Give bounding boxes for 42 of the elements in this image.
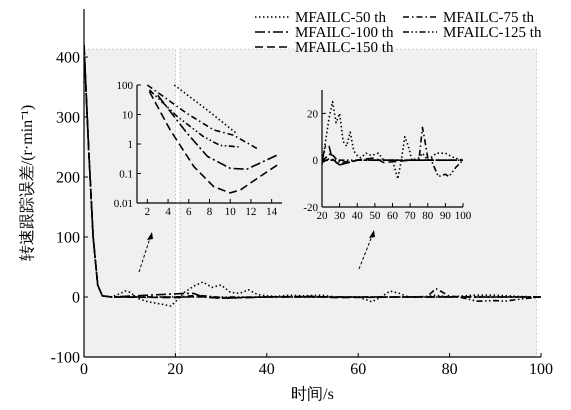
x-tick-label: 100 — [454, 210, 472, 222]
legend-label: MFAILC-150 th — [295, 40, 394, 56]
y-tick-label: 200 — [56, 170, 80, 187]
x-tick-label: 12 — [245, 206, 256, 218]
y-tick-label: 10 — [122, 109, 134, 122]
y-tick-label: 0 — [312, 155, 318, 168]
y-tick-label: 0 — [72, 290, 80, 307]
x-tick-label: 80 — [442, 361, 458, 378]
y-tick-label: 300 — [56, 110, 80, 127]
y-tick-label: 100 — [116, 80, 134, 92]
x-tick-label: 4 — [165, 206, 172, 218]
x-tick-label: 2 — [144, 206, 150, 218]
x-tick-label: 40 — [352, 210, 364, 222]
x-axis-title: 时间/s — [291, 385, 334, 403]
x-tick-label: 6 — [186, 206, 192, 218]
x-tick-label: 8 — [206, 206, 213, 218]
x-tick-label: 70 — [404, 210, 416, 222]
y-tick-label: 100 — [56, 230, 80, 247]
y-tick-label: 0.01 — [114, 198, 133, 210]
x-tick-label: 50 — [369, 210, 381, 222]
y-tick-label: 20 — [307, 108, 318, 120]
y-axis-title: 转速跟踪误差/(r·min⁻¹) — [18, 104, 36, 262]
x-tick-label: 10 — [224, 206, 236, 218]
x-tick-label: 60 — [350, 361, 366, 378]
y-tick-label: 0.1 — [119, 168, 133, 180]
legend-label: MFAILC-50 th — [295, 10, 386, 26]
x-tick-label: 20 — [316, 210, 328, 222]
x-tick-label: 20 — [167, 361, 184, 378]
legend-label: MFAILC-100 th — [295, 25, 394, 41]
y-tick-label: 1 — [128, 138, 133, 151]
y-tick-label: 400 — [56, 50, 80, 67]
x-tick-label: 40 — [258, 361, 275, 378]
legend-label: MFAILC-125 th — [443, 25, 542, 41]
x-tick-label: 100 — [529, 361, 553, 378]
x-tick-label: 30 — [334, 210, 346, 222]
y-tick-label: -100 — [50, 350, 80, 367]
x-tick-label: 80 — [422, 210, 434, 222]
legend-label: MFAILC-75 th — [443, 10, 534, 26]
x-tick-label: 60 — [387, 210, 398, 222]
y-tick-label: -20 — [303, 202, 318, 214]
x-tick-label: 90 — [440, 210, 452, 222]
x-tick-label: 14 — [266, 206, 278, 218]
